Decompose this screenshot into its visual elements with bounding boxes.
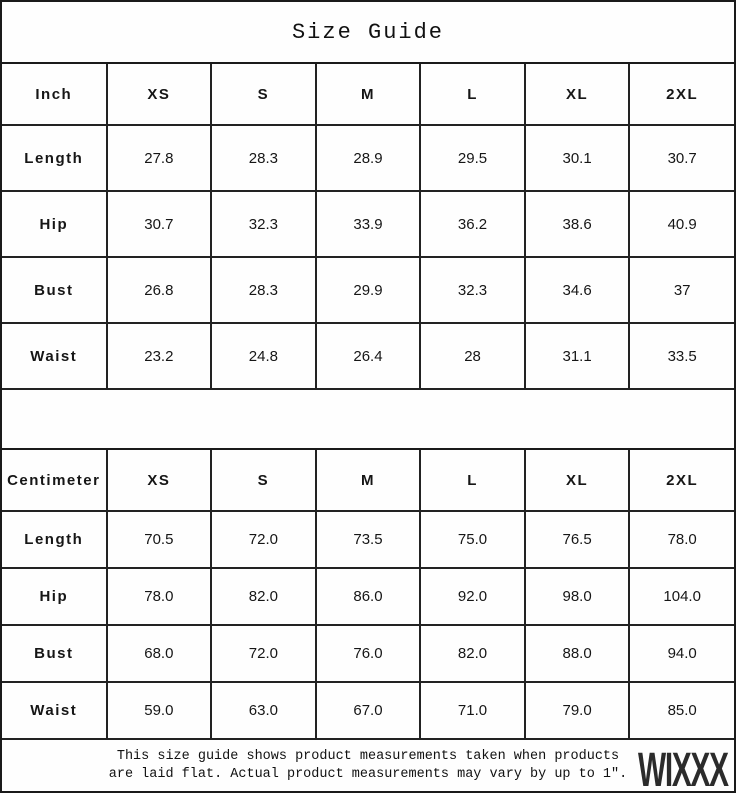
size-value-cell: 29.9 — [314, 256, 422, 324]
table-gap — [2, 390, 734, 450]
size-value-cell: 68.0 — [105, 624, 213, 683]
size-value-cell: 32.3 — [419, 256, 526, 324]
row-label: Waist — [2, 322, 108, 390]
row-label: Hip — [2, 190, 108, 258]
col-header-l: L — [419, 64, 526, 126]
col-header-xl: XL — [523, 450, 631, 512]
footer-line-1: This size guide shows product measuremen… — [116, 749, 620, 764]
cm-size-table: Centimeter XS S M L XL 2XL Length 70.5 7… — [2, 450, 734, 740]
size-value-cell: 72.0 — [210, 510, 317, 569]
inch-size-table: Inch XS S M L XL 2XL Length 27.8 28.3 28… — [2, 64, 734, 390]
cm-unit-header: Centimeter — [2, 450, 108, 512]
size-value-cell: 24.8 — [210, 322, 317, 390]
size-value-cell: 82.0 — [210, 567, 317, 626]
size-value-cell: 28.9 — [314, 124, 422, 192]
size-value-cell: 88.0 — [523, 624, 631, 683]
col-header-xs: XS — [105, 450, 213, 512]
size-value-cell: 59.0 — [105, 681, 213, 740]
size-value-cell: 28.3 — [210, 256, 317, 324]
page-title: Size Guide — [291, 19, 445, 45]
size-value-cell: 30.7 — [105, 190, 213, 258]
row-label: Length — [2, 124, 108, 192]
col-header-l: L — [419, 450, 526, 512]
footer-note: This size guide shows product measuremen… — [2, 740, 734, 784]
row-label: Bust — [2, 624, 108, 683]
size-value-cell: 36.2 — [419, 190, 526, 258]
size-value-cell: 28.3 — [210, 124, 317, 192]
size-value-cell: 63.0 — [210, 681, 317, 740]
size-value-cell: 78.0 — [105, 567, 213, 626]
size-value-cell: 79.0 — [523, 681, 631, 740]
size-value-cell: 32.3 — [210, 190, 317, 258]
row-label: Hip — [2, 567, 108, 626]
table-row-hip: Hip 78.0 82.0 86.0 92.0 98.0 104.0 — [2, 567, 734, 626]
col-header-2xl: 2XL — [628, 450, 734, 512]
size-value-cell: 92.0 — [419, 567, 526, 626]
size-value-cell: 34.6 — [523, 256, 631, 324]
size-value-cell: 82.0 — [419, 624, 526, 683]
table-row-waist: Waist 23.2 24.8 26.4 28 31.1 33.5 — [2, 322, 734, 390]
size-value-cell: 33.9 — [314, 190, 422, 258]
size-value-cell: 94.0 — [628, 624, 734, 683]
size-value-cell: 37 — [628, 256, 734, 324]
size-value-cell: 26.4 — [314, 322, 422, 390]
size-value-cell: 38.6 — [523, 190, 631, 258]
row-label: Length — [2, 510, 108, 569]
footer-line-2: are laid flat. Actual product measuremen… — [108, 767, 628, 782]
col-header-s: S — [210, 450, 317, 512]
inch-unit-header: Inch — [2, 64, 108, 126]
size-value-cell: 40.9 — [628, 190, 734, 258]
table-row-length: Length 27.8 28.3 28.9 29.5 30.1 30.7 — [2, 124, 734, 192]
size-value-cell: 71.0 — [419, 681, 526, 740]
size-value-cell: 85.0 — [628, 681, 734, 740]
col-header-m: M — [314, 450, 422, 512]
row-label: Waist — [2, 681, 108, 740]
size-value-cell: 76.5 — [523, 510, 631, 569]
brand-watermark: WIXXX — [638, 744, 729, 793]
col-header-m: M — [314, 64, 422, 126]
inch-header-row: Inch XS S M L XL 2XL — [2, 64, 734, 126]
size-value-cell: 23.2 — [105, 322, 213, 390]
size-value-cell: 70.5 — [105, 510, 213, 569]
col-header-s: S — [210, 64, 317, 126]
title-band: Size Guide — [2, 2, 734, 64]
size-value-cell: 73.5 — [314, 510, 422, 569]
size-value-cell: 67.0 — [314, 681, 422, 740]
size-value-cell: 30.7 — [628, 124, 734, 192]
size-value-cell: 27.8 — [105, 124, 213, 192]
cm-header-row: Centimeter XS S M L XL 2XL — [2, 450, 734, 512]
table-row-bust: Bust 68.0 72.0 76.0 82.0 88.0 94.0 — [2, 624, 734, 683]
size-value-cell: 31.1 — [523, 322, 631, 390]
col-header-2xl: 2XL — [628, 64, 734, 126]
size-value-cell: 75.0 — [419, 510, 526, 569]
size-value-cell: 72.0 — [210, 624, 317, 683]
size-value-cell: 26.8 — [105, 256, 213, 324]
row-label: Bust — [2, 256, 108, 324]
size-value-cell: 86.0 — [314, 567, 422, 626]
col-header-xs: XS — [105, 64, 213, 126]
table-row-waist: Waist 59.0 63.0 67.0 71.0 79.0 85.0 — [2, 681, 734, 740]
size-value-cell: 78.0 — [628, 510, 734, 569]
col-header-xl: XL — [523, 64, 631, 126]
size-value-cell: 29.5 — [419, 124, 526, 192]
size-value-cell: 28 — [419, 322, 526, 390]
table-row-length: Length 70.5 72.0 73.5 75.0 76.5 78.0 — [2, 510, 734, 569]
table-row-bust: Bust 26.8 28.3 29.9 32.3 34.6 37 — [2, 256, 734, 324]
size-value-cell: 98.0 — [523, 567, 631, 626]
size-value-cell: 30.1 — [523, 124, 631, 192]
size-value-cell: 76.0 — [314, 624, 422, 683]
table-row-hip: Hip 30.7 32.3 33.9 36.2 38.6 40.9 — [2, 190, 734, 258]
size-value-cell: 104.0 — [628, 567, 734, 626]
size-value-cell: 33.5 — [628, 322, 734, 390]
